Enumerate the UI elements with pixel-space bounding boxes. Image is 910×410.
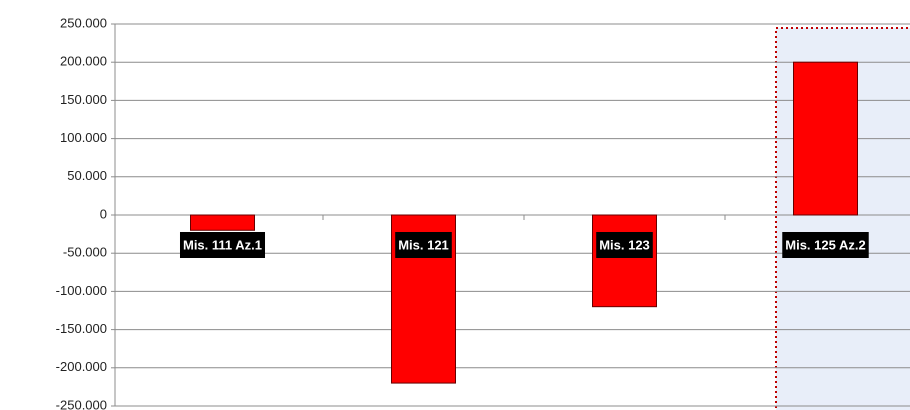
y-tick-label: -200.000 [56,359,107,374]
y-tick-label: -100.000 [56,283,107,298]
x-tick-label: Mis. 125 Az.2 [785,237,865,252]
x-label-box [179,232,266,258]
y-tick-label: -250.000 [56,397,107,410]
y-tick-label: 200.000 [60,54,107,69]
bar [793,61,858,216]
y-tick-label: -150.000 [56,321,107,336]
y-tick-label: 0 [100,206,107,221]
x-label-box [395,232,452,258]
bar [592,214,657,308]
y-tick-label: -50.000 [63,245,107,260]
x-tick-label: Mis. 121 [398,237,449,252]
y-tick-label: 50.000 [67,168,107,183]
x-tick-label: Mis. 111 Az.1 [183,237,262,252]
y-tick-label: 250.000 [60,15,107,30]
bar [190,214,255,231]
y-tick-label: 100.000 [60,130,107,145]
y-tick-label: 150.000 [60,92,107,107]
x-tick-label: Mis. 123 [599,237,650,252]
x-label-box [596,232,653,258]
x-label-box [782,232,869,258]
